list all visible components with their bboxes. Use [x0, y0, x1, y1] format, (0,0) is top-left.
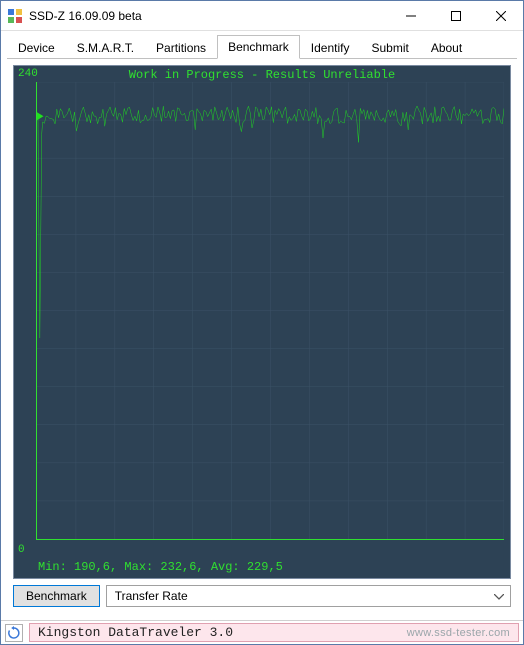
tab-submit[interactable]: Submit [360, 36, 419, 59]
app-window: SSD-Z 16.09.09 beta Device S.M.A.R.T. Pa… [0, 0, 524, 645]
statusbar: Kingston DataTraveler 3.0 www.ssd-tester… [1, 620, 523, 644]
benchmark-controls: Benchmark Transfer Rate [13, 585, 511, 607]
status-device-field: Kingston DataTraveler 3.0 www.ssd-tester… [29, 623, 519, 642]
refresh-button[interactable] [5, 624, 23, 642]
maximize-button[interactable] [433, 1, 478, 30]
app-icon [7, 8, 23, 24]
chart-stats: Min: 190,6, Max: 232,6, Avg: 229,5 [38, 560, 283, 574]
tab-device[interactable]: Device [7, 36, 66, 59]
titlebar: SSD-Z 16.09.09 beta [1, 1, 523, 31]
chart-ymin-label: 0 [18, 544, 25, 556]
minimize-button[interactable] [388, 1, 433, 30]
maximize-icon [451, 11, 461, 21]
refresh-icon [7, 626, 21, 640]
chart-trace [38, 106, 504, 338]
chart-svg [37, 82, 504, 539]
chart-marker-icon [37, 112, 44, 121]
watermark: www.ssd-tester.com [407, 627, 510, 639]
tabbar: Device S.M.A.R.T. Partitions Benchmark I… [1, 31, 523, 59]
close-button[interactable] [478, 1, 523, 30]
tab-content-benchmark: 240 Work in Progress - Results Unreliabl… [7, 58, 517, 613]
minimize-icon [406, 11, 416, 21]
tab-smart[interactable]: S.M.A.R.T. [66, 36, 145, 59]
mode-dropdown[interactable]: Transfer Rate [106, 585, 511, 607]
window-title: SSD-Z 16.09.09 beta [29, 9, 388, 23]
tab-about[interactable]: About [420, 36, 473, 59]
chart-title: Work in Progress - Results Unreliable [14, 66, 510, 82]
chart-ymax-label: 240 [18, 68, 38, 80]
benchmark-button[interactable]: Benchmark [13, 585, 100, 607]
status-device-text: Kingston DataTraveler 3.0 [38, 625, 233, 640]
benchmark-chart: 240 Work in Progress - Results Unreliabl… [13, 65, 511, 579]
tab-benchmark[interactable]: Benchmark [217, 35, 300, 59]
chart-plot-area [36, 82, 504, 540]
close-icon [496, 11, 506, 21]
tab-identify[interactable]: Identify [300, 36, 361, 59]
tab-partitions[interactable]: Partitions [145, 36, 217, 59]
chevron-down-icon [494, 589, 504, 603]
dropdown-value: Transfer Rate [115, 589, 188, 603]
